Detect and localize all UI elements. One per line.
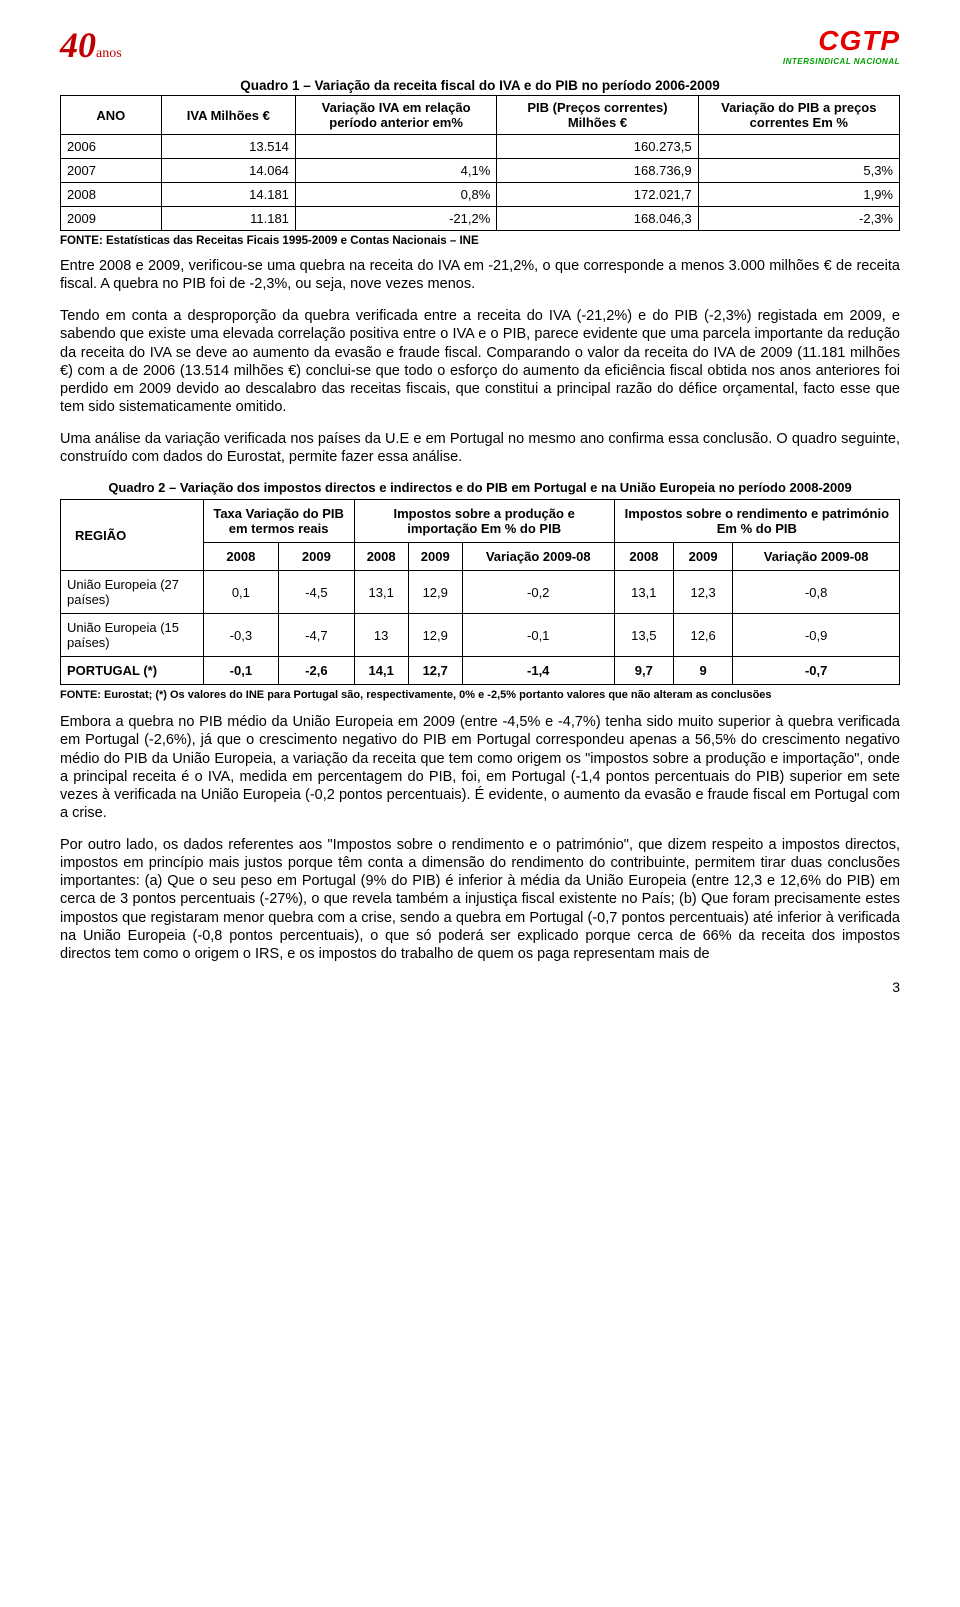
t2-c: 0,1	[203, 571, 279, 614]
t2-h-2009: 2009	[673, 543, 732, 571]
t2-c: -0,9	[733, 614, 900, 657]
logo-left: 40anos	[60, 24, 122, 66]
table1-fonte: FONTE: Estatísticas das Receitas Ficais …	[60, 235, 900, 247]
t1-c: 2008	[61, 183, 162, 207]
t1-c: 14.181	[161, 183, 295, 207]
t2-c: 12,7	[408, 657, 462, 685]
table-row: 2008 14.181 0,8% 172.021,7 1,9%	[61, 183, 900, 207]
t2-c: -0,1	[462, 614, 614, 657]
t2-c: -0,1	[203, 657, 279, 685]
t2-c: União Europeia (27 países)	[61, 571, 204, 614]
t2-c: 12,9	[408, 571, 462, 614]
table2-fonte: FONTE: Eurostat; (*) Os valores do INE p…	[60, 689, 900, 701]
t1-c: 4,1%	[295, 159, 496, 183]
t2-c: 12,3	[673, 571, 732, 614]
t2-c: 14,1	[354, 657, 408, 685]
t1-h-pib: PIB (Preços correntes) Milhões €	[497, 96, 698, 135]
table-row: União Europeia (27 países) 0,1 -4,5 13,1…	[61, 571, 900, 614]
page-number: 3	[60, 979, 900, 995]
t1-c: 14.064	[161, 159, 295, 183]
t2-c: 9,7	[614, 657, 673, 685]
t2-c: -4,5	[279, 571, 355, 614]
header-logos: 40anos CGTP INTERSINDICAL NACIONAL	[60, 24, 900, 66]
t2-c: União Europeia (15 países)	[61, 614, 204, 657]
t1-c: 168.736,9	[497, 159, 698, 183]
t1-c	[295, 135, 496, 159]
t2-c: -0,7	[733, 657, 900, 685]
t1-c: -2,3%	[698, 207, 899, 231]
t1-c: 5,3%	[698, 159, 899, 183]
t1-c: 172.021,7	[497, 183, 698, 207]
t2-h-rend: Impostos sobre o rendimento e património…	[614, 500, 899, 543]
t1-h-variv: Variação IVA em relação período anterior…	[295, 96, 496, 135]
t1-c: 160.273,5	[497, 135, 698, 159]
t2-h-regiao: REGIÃO	[61, 500, 204, 571]
t1-c: 2009	[61, 207, 162, 231]
t2-c: 13,1	[354, 571, 408, 614]
t1-c: 2006	[61, 135, 162, 159]
t2-c: -0,8	[733, 571, 900, 614]
table-row: 2009 11.181 -21,2% 168.046,3 -2,3%	[61, 207, 900, 231]
t2-c: -4,7	[279, 614, 355, 657]
t2-c: -0,2	[462, 571, 614, 614]
t2-c: 12,9	[408, 614, 462, 657]
t2-h-var: Variação 2009-08	[462, 543, 614, 571]
t2-h-taxa: Taxa Variação do PIB em termos reais	[203, 500, 354, 543]
logo-right-sub: INTERSINDICAL NACIONAL	[783, 57, 900, 66]
t2-c: PORTUGAL (*)	[61, 657, 204, 685]
t2-c: 13,5	[614, 614, 673, 657]
t2-c: -0,3	[203, 614, 279, 657]
t1-c: 0,8%	[295, 183, 496, 207]
t1-c	[698, 135, 899, 159]
logo-right-main: CGTP	[818, 25, 900, 56]
paragraph-1: Entre 2008 e 2009, verificou-se uma queb…	[60, 257, 900, 293]
logo-right: CGTP INTERSINDICAL NACIONAL	[783, 25, 900, 66]
t1-c: -21,2%	[295, 207, 496, 231]
t1-c: 13.514	[161, 135, 295, 159]
paragraph-4: Embora a quebra no PIB médio da União Eu…	[60, 713, 900, 822]
logo-left-anos: anos	[96, 46, 122, 61]
table1: ANO IVA Milhões € Variação IVA em relaçã…	[60, 95, 900, 231]
t1-c: 168.046,3	[497, 207, 698, 231]
paragraph-2: Tendo em conta a desproporção da quebra …	[60, 307, 900, 416]
logo-left-number: 40	[60, 25, 96, 65]
t2-c: 13,1	[614, 571, 673, 614]
t1-c: 2007	[61, 159, 162, 183]
t1-h-varpib: Variação do PIB a preços correntes Em %	[698, 96, 899, 135]
t2-h-2009: 2009	[279, 543, 355, 571]
table2-title: Quadro 2 – Variação dos impostos directo…	[60, 480, 900, 495]
t2-h-prod: Impostos sobre a produção e importação E…	[354, 500, 614, 543]
t1-h-iva: IVA Milhões €	[161, 96, 295, 135]
table-row: 2007 14.064 4,1% 168.736,9 5,3%	[61, 159, 900, 183]
paragraph-5: Por outro lado, os dados referentes aos …	[60, 836, 900, 963]
t2-c: 12,6	[673, 614, 732, 657]
table-row: PORTUGAL (*) -0,1 -2,6 14,1 12,7 -1,4 9,…	[61, 657, 900, 685]
table-row: União Europeia (15 países) -0,3 -4,7 13 …	[61, 614, 900, 657]
t2-h-2009: 2009	[408, 543, 462, 571]
t2-c: -2,6	[279, 657, 355, 685]
t1-c: 1,9%	[698, 183, 899, 207]
t2-c: 9	[673, 657, 732, 685]
table1-title: Quadro 1 – Variação da receita fiscal do…	[60, 78, 900, 93]
paragraph-3: Uma análise da variação verificada nos p…	[60, 430, 900, 466]
t2-h-var: Variação 2009-08	[733, 543, 900, 571]
t2-h-2008: 2008	[614, 543, 673, 571]
t2-c: -1,4	[462, 657, 614, 685]
t2-c: 13	[354, 614, 408, 657]
t1-c: 11.181	[161, 207, 295, 231]
table2: REGIÃO Taxa Variação do PIB em termos re…	[60, 499, 900, 685]
t2-h-2008: 2008	[354, 543, 408, 571]
t1-h-ano: ANO	[61, 96, 162, 135]
t2-h-2008: 2008	[203, 543, 279, 571]
table-row: 2006 13.514 160.273,5	[61, 135, 900, 159]
